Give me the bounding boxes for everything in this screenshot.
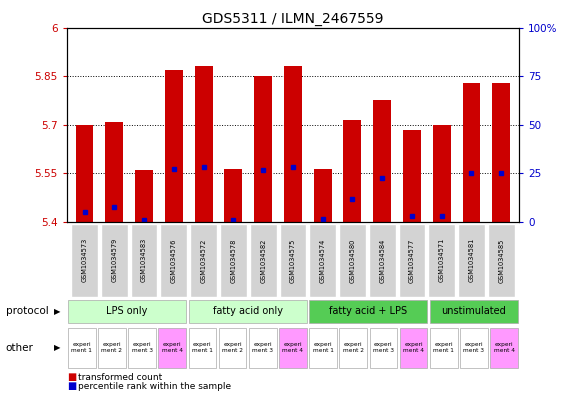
Text: GSM1034578: GSM1034578 [230,238,237,283]
FancyBboxPatch shape [250,224,277,297]
Bar [314,169,332,222]
FancyBboxPatch shape [430,328,458,368]
FancyBboxPatch shape [490,328,518,368]
Bar [195,66,212,222]
FancyBboxPatch shape [398,224,425,297]
FancyBboxPatch shape [460,328,488,368]
FancyBboxPatch shape [280,224,306,297]
FancyBboxPatch shape [309,328,337,368]
FancyBboxPatch shape [339,328,367,368]
Text: GSM1034579: GSM1034579 [111,238,117,283]
FancyBboxPatch shape [188,300,307,323]
FancyBboxPatch shape [428,224,455,297]
Text: experi
ment 2: experi ment 2 [102,342,122,353]
FancyBboxPatch shape [188,328,216,368]
Text: experi
ment 1: experi ment 1 [313,342,333,353]
Text: GSM1034572: GSM1034572 [201,238,206,283]
Text: GSM1034582: GSM1034582 [260,238,266,283]
FancyBboxPatch shape [130,224,158,297]
Text: experi
ment 1: experi ment 1 [192,342,213,353]
FancyBboxPatch shape [249,328,277,368]
Text: experi
ment 4: experi ment 4 [282,342,303,353]
Bar [284,66,302,222]
Bar [403,130,421,222]
Bar [135,170,153,222]
FancyBboxPatch shape [309,224,336,297]
Text: experi
ment 2: experi ment 2 [343,342,364,353]
Text: GSM1034574: GSM1034574 [320,238,325,283]
Text: experi
ment 2: experi ment 2 [222,342,243,353]
Text: GSM1034580: GSM1034580 [349,238,356,283]
Text: GSM1034581: GSM1034581 [469,238,474,283]
Text: GSM1034584: GSM1034584 [379,238,385,283]
FancyBboxPatch shape [68,328,96,368]
Text: experi
ment 1: experi ment 1 [433,342,454,353]
FancyBboxPatch shape [128,328,156,368]
Text: GSM1034576: GSM1034576 [171,238,177,283]
Text: unstimulated: unstimulated [441,307,506,316]
Text: fatty acid + LPS: fatty acid + LPS [329,307,407,316]
Text: ■: ■ [67,372,76,382]
Text: experi
ment 3: experi ment 3 [132,342,153,353]
FancyBboxPatch shape [279,328,307,368]
FancyBboxPatch shape [101,224,128,297]
Text: GSM1034577: GSM1034577 [409,238,415,283]
FancyBboxPatch shape [430,300,518,323]
Text: percentile rank within the sample: percentile rank within the sample [78,382,231,391]
Text: GSM1034583: GSM1034583 [141,238,147,283]
Text: LPS only: LPS only [106,307,148,316]
Text: ■: ■ [67,381,76,391]
Text: GSM1034575: GSM1034575 [290,238,296,283]
Text: ▶: ▶ [55,343,61,352]
Text: fatty acid only: fatty acid only [213,307,282,316]
Bar [75,125,93,222]
FancyBboxPatch shape [220,224,246,297]
Bar [492,83,510,222]
FancyBboxPatch shape [339,224,366,297]
FancyBboxPatch shape [190,224,217,297]
Text: experi
ment 1: experi ment 1 [71,342,92,353]
FancyBboxPatch shape [219,328,246,368]
Text: other: other [6,343,34,353]
Text: GSM1034573: GSM1034573 [82,238,88,283]
FancyBboxPatch shape [158,328,186,368]
Bar [106,121,123,222]
FancyBboxPatch shape [98,328,126,368]
FancyBboxPatch shape [488,224,514,297]
Text: experi
ment 3: experi ment 3 [373,342,394,353]
Text: GSM1034585: GSM1034585 [498,238,504,283]
Bar [374,101,391,222]
FancyBboxPatch shape [400,328,427,368]
Bar [165,70,183,222]
FancyBboxPatch shape [369,224,396,297]
FancyBboxPatch shape [309,300,427,323]
FancyBboxPatch shape [458,224,485,297]
Text: transformed count: transformed count [78,373,162,382]
Text: experi
ment 3: experi ment 3 [252,342,273,353]
Text: experi
ment 4: experi ment 4 [162,342,183,353]
Bar [254,76,272,222]
Bar [343,120,361,222]
Text: experi
ment 4: experi ment 4 [494,342,514,353]
FancyBboxPatch shape [68,300,186,323]
Bar [224,169,242,222]
Bar [433,125,451,222]
Text: experi
ment 4: experi ment 4 [403,342,424,353]
FancyBboxPatch shape [161,224,187,297]
FancyBboxPatch shape [369,328,397,368]
Bar [463,83,480,222]
Text: protocol: protocol [6,307,49,316]
Text: ▶: ▶ [55,307,61,316]
Text: GDS5311 / ILMN_2467559: GDS5311 / ILMN_2467559 [202,12,383,26]
FancyBboxPatch shape [71,224,98,297]
Text: GSM1034571: GSM1034571 [438,238,445,283]
Text: experi
ment 3: experi ment 3 [463,342,484,353]
